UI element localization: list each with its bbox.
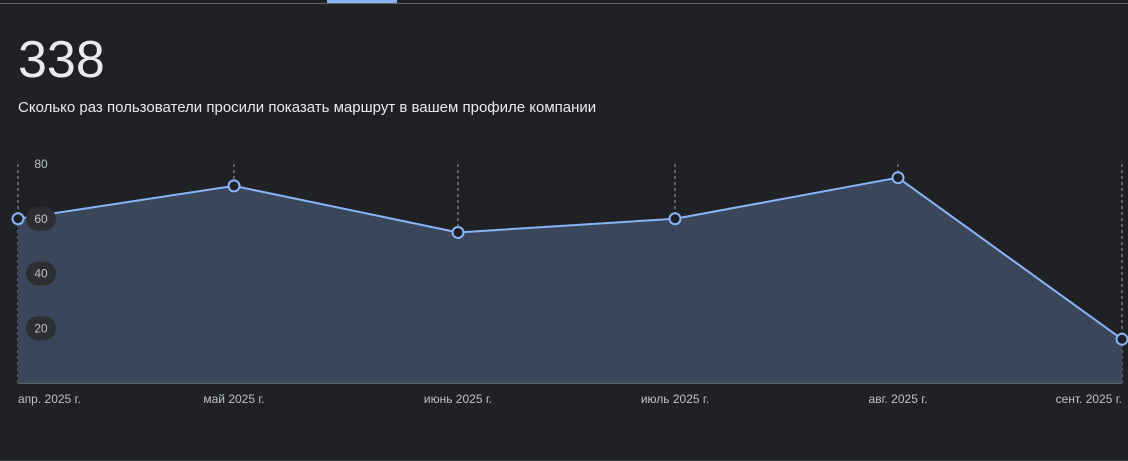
y-tick-20: 20 xyxy=(26,316,56,341)
x-tick-label-1: май 2025 г. xyxy=(203,392,264,406)
metric-value: 338 xyxy=(18,31,105,89)
y-tick-80: 80 xyxy=(34,157,48,171)
x-tick-label-4: авг. 2025 г. xyxy=(869,392,928,406)
data-point-3[interactable] xyxy=(668,212,682,226)
x-tick-label-5: сент. 2025 г. xyxy=(1056,392,1122,406)
y-tick-label: 40 xyxy=(34,267,48,281)
y-tick-40: 40 xyxy=(26,261,56,286)
y-tick-pill xyxy=(26,316,56,341)
y-tick-pill xyxy=(26,206,56,231)
y-tick-label: 60 xyxy=(34,212,48,226)
x-tick-label-0: апр. 2025 г. xyxy=(18,392,81,406)
y-tick-label: 20 xyxy=(34,321,48,335)
x-tick-label-3: июль 2025 г. xyxy=(641,392,709,406)
y-tick-label: 80 xyxy=(34,157,48,171)
metric-description: Сколько раз пользователи просили показат… xyxy=(18,99,597,116)
active-tab-indicator xyxy=(327,0,397,4)
data-point-2[interactable] xyxy=(451,225,465,239)
data-point-5[interactable] xyxy=(1115,332,1128,346)
y-tick-60: 60 xyxy=(26,206,56,231)
x-tick-label-2: июнь 2025 г. xyxy=(424,392,492,406)
chart-series-line xyxy=(17,176,1123,341)
data-point-4[interactable] xyxy=(891,171,905,185)
y-tick-pill xyxy=(26,261,56,286)
tab-bar-divider xyxy=(0,3,1128,4)
data-point-0[interactable] xyxy=(11,212,25,226)
chart-area-fill xyxy=(18,177,1122,383)
data-point-1[interactable] xyxy=(227,179,241,193)
